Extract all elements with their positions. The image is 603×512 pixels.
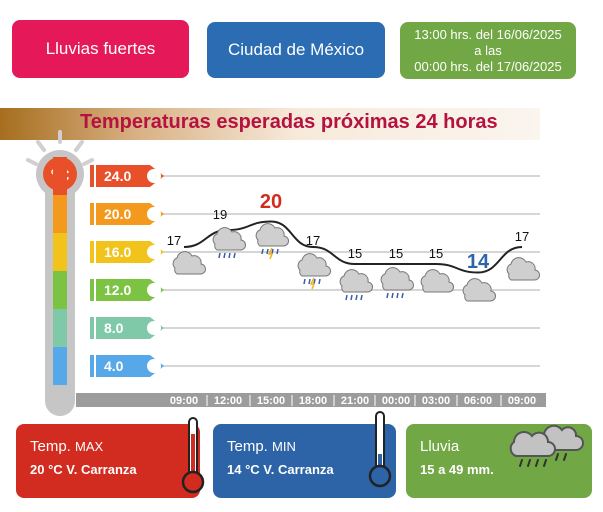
x-tick-label: 21:00 [341, 395, 369, 407]
x-tick-label: 09:00 [170, 395, 198, 407]
rain-value: 15 a 49 mm. [420, 462, 494, 477]
scale-label: 24.0 [104, 168, 131, 184]
rain-card: Lluvia 15 a 49 mm. [406, 424, 592, 498]
max-temp-card: Temp. MAX 20 °C V. Carranza [16, 417, 205, 498]
cloud-icon [506, 257, 541, 281]
x-tick-label: 09:00 [508, 395, 536, 407]
thermometer-rays [26, 130, 94, 166]
scale-label: 12.0 [104, 282, 131, 298]
thermometer-band [53, 233, 67, 271]
x-tick-label: 15:00 [257, 395, 285, 407]
point-label: 17 [167, 233, 181, 248]
alert-badge: Lluvias fuertes [12, 20, 189, 78]
scale-tab-dot [147, 245, 161, 259]
scale-tab-edge [90, 279, 94, 301]
page-title: Temperaturas esperadas próximas 24 horas [80, 111, 498, 133]
point-label: 15 [348, 246, 362, 261]
city-label: Ciudad de México [227, 40, 365, 59]
x-tick-label: 18:00 [299, 395, 327, 407]
title-band [0, 108, 540, 140]
cloud-icon [172, 251, 207, 275]
scale-tab [96, 241, 164, 263]
alert-label: Lluvias fuertes [45, 39, 156, 58]
scale-label: 16.0 [104, 244, 131, 260]
period-line-3: 00:00 hrs. del 17/06/2025 [414, 58, 562, 74]
period-badge: 13:00 hrs. del 16/06/2025 a las 00:00 hr… [400, 22, 576, 79]
scale-tab-edge [90, 203, 94, 225]
point-label: 14 [467, 251, 490, 273]
scale-tab [96, 355, 164, 377]
thermometer-scale [53, 157, 67, 385]
thermometer-band [53, 271, 67, 309]
rain-cloud-icon [509, 424, 584, 467]
thermometer-band [53, 195, 67, 233]
max-label: Temp. MAX [30, 438, 104, 455]
x-axis-ticks: 09:00 12:00 15:00 18:00 21:00 00:00 03:00 06:00… [170, 395, 536, 407]
x-tick-label: 00:00 [382, 395, 410, 407]
point-label: 15 [389, 246, 403, 261]
scale-label: 4.0 [104, 358, 124, 374]
scale-label: 20.0 [104, 206, 131, 222]
scale-tab [96, 203, 164, 225]
point-labels: 17 19 20 17 15 15 15 14 17 [167, 191, 529, 273]
x-tick-label: 03:00 [422, 395, 450, 407]
temperature-line [183, 220, 523, 274]
point-label: 17 [306, 233, 320, 248]
thermometer-band [53, 309, 67, 347]
min-temp-card: Temp. MIN 14 °C V. Carranza [213, 411, 396, 498]
scale-tab-dot [147, 169, 161, 183]
scale-tab-edge [90, 355, 94, 377]
scale-tab-edge [90, 317, 94, 339]
x-axis-bar [76, 393, 546, 407]
point-label: 20 [260, 191, 282, 213]
cloud-storm-icon [255, 223, 290, 260]
scale-tab [96, 317, 164, 339]
period-line-2: a las [474, 42, 502, 58]
scale-tab-dot [147, 283, 161, 297]
temperature-chart: °C 24.020.016.012.08.04.0 09:0012:0015:0… [26, 130, 546, 416]
point-label: 19 [213, 207, 227, 222]
scale-tab [96, 279, 164, 301]
point-label: 15 [429, 246, 443, 261]
cloud-icon [420, 269, 455, 293]
scale-tab [96, 165, 164, 187]
point-label: 17 [515, 229, 529, 244]
scale-label: 8.0 [104, 320, 124, 336]
thermometer-band [53, 347, 67, 385]
thermometer-band [53, 157, 67, 195]
scale-tab-dot [147, 359, 161, 373]
scale-tab-edge [90, 165, 94, 187]
cloud-rain-icon [212, 227, 247, 259]
weather-icons [172, 223, 541, 302]
scale-tab-dot [147, 321, 161, 335]
period-line-1: 13:00 hrs. del 16/06/2025 [414, 26, 562, 42]
thermometer-low-icon [368, 411, 392, 488]
x-tick-label: 06:00 [464, 395, 492, 407]
cloud-rain-icon [380, 267, 415, 299]
min-label: Temp. MIN [227, 438, 296, 455]
rain-label: Lluvia [420, 438, 460, 455]
cloud-storm-icon [297, 253, 332, 290]
scale-tab-edge [90, 241, 94, 263]
city-badge: Ciudad de México [207, 22, 385, 78]
x-tick-label: 12:00 [214, 395, 242, 407]
scale-tab-dot [147, 207, 161, 221]
cloud-icon [462, 278, 497, 302]
chart-scale-tabs: 24.0 20.0 16.0 12.0 8.0 4.0 [90, 165, 164, 377]
cloud-rain-icon [339, 269, 374, 301]
thermometer-high-icon [181, 417, 205, 494]
max-value: 20 °C V. Carranza [30, 462, 137, 477]
min-value: 14 °C V. Carranza [227, 462, 334, 477]
